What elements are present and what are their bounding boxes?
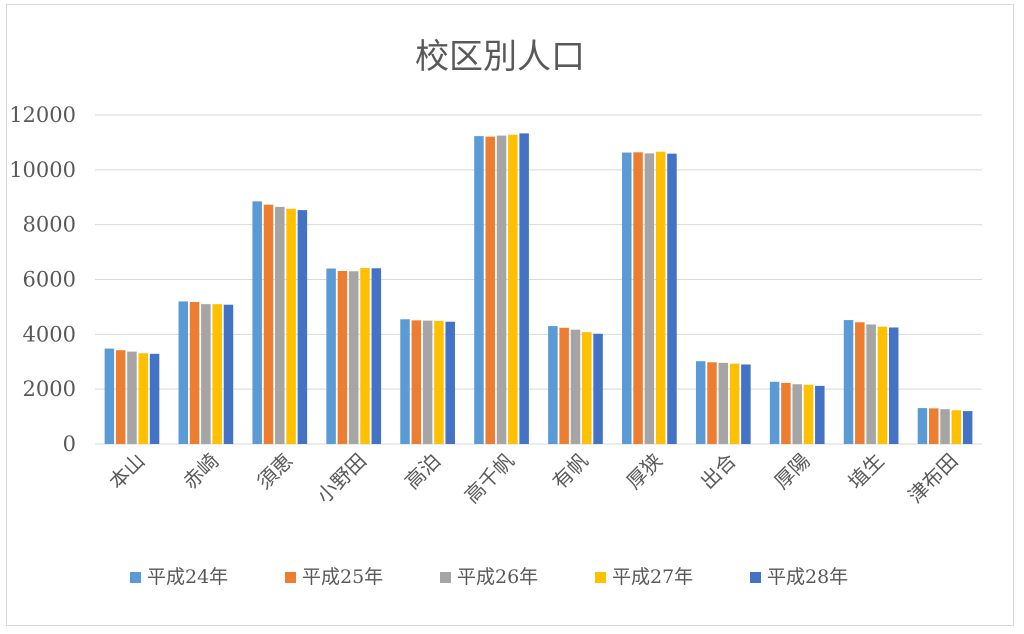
- bar: [843, 320, 854, 444]
- x-category-label: 有帆: [548, 449, 593, 494]
- bar: [422, 320, 433, 444]
- bar: [951, 410, 962, 444]
- bar: [297, 210, 308, 444]
- bar: [252, 201, 262, 444]
- legend-swatch: [440, 572, 451, 583]
- bars: [104, 133, 973, 445]
- bar: [548, 326, 558, 444]
- bar: [326, 268, 336, 444]
- bar: [508, 134, 518, 445]
- bar: [485, 136, 495, 444]
- legend-swatch: [750, 572, 761, 583]
- x-category-label: 赤崎: [178, 449, 223, 494]
- bar: [570, 329, 581, 444]
- bar: [559, 327, 569, 444]
- bar: [741, 364, 751, 444]
- bar: [411, 320, 422, 444]
- legend-swatch: [285, 572, 296, 583]
- bar: [201, 304, 211, 444]
- bar: [582, 332, 592, 444]
- bar: [917, 408, 928, 444]
- bar: [212, 304, 222, 444]
- x-category-label: 高泊: [400, 449, 445, 494]
- x-category-label: 須恵: [252, 449, 297, 494]
- bar: [866, 324, 876, 444]
- bar: [792, 384, 802, 444]
- y-tick-label: 2000: [23, 377, 76, 401]
- bar: [178, 301, 189, 444]
- legend-label: 平成24年: [147, 566, 228, 588]
- x-category-label: 小野田: [312, 449, 371, 508]
- bar: [940, 409, 950, 444]
- legend: 平成24年 平成25年 平成26年 平成27年 平成28年: [130, 566, 848, 588]
- bar: [962, 411, 973, 444]
- bar: [593, 333, 603, 444]
- y-tick-label: 4000: [23, 322, 76, 346]
- legend-label: 平成28年: [767, 566, 848, 588]
- legend-label: 平成26年: [457, 566, 538, 588]
- bar: [275, 206, 285, 444]
- legend-label: 平成25年: [302, 566, 383, 588]
- y-axis-ticks: 0 2000 4000 6000 8000 10000 12000: [9, 103, 76, 456]
- x-category-label: 津布田: [903, 449, 962, 508]
- legend-swatch: [130, 572, 141, 583]
- bar: [149, 353, 160, 444]
- bar: [371, 268, 382, 444]
- y-tick-label: 0: [63, 432, 76, 456]
- bar: [263, 204, 274, 444]
- bar: [400, 319, 410, 444]
- bar: [138, 353, 149, 444]
- bar: [707, 362, 717, 444]
- bar: [888, 327, 899, 444]
- bar: [655, 151, 666, 444]
- legend-label: 平成27年: [612, 566, 693, 588]
- legend-swatch: [595, 572, 606, 583]
- bar: [781, 382, 791, 444]
- x-category-label: 高千帆: [460, 449, 519, 508]
- x-category-label: 本山: [104, 449, 149, 494]
- bar: [622, 152, 632, 444]
- bar: [337, 271, 348, 444]
- bar: [360, 267, 370, 444]
- bar: [729, 363, 740, 444]
- x-axis-categories: 本山 赤崎 須恵 小野田 高泊 高千帆 有帆 厚狭 出合 厚陽 埴生 津布田: [104, 449, 962, 508]
- x-category-label: 厚陽: [769, 449, 814, 494]
- bar: [474, 136, 484, 444]
- bar: [803, 384, 814, 444]
- bar: [223, 304, 234, 444]
- bar: [104, 348, 115, 444]
- bar: [445, 321, 455, 444]
- bar: [644, 153, 655, 444]
- bar: [286, 208, 296, 444]
- bar: [496, 135, 507, 444]
- y-tick-label: 8000: [23, 213, 76, 237]
- bar: [769, 381, 780, 444]
- bar: [434, 320, 444, 444]
- bar: [189, 301, 200, 444]
- bar: [718, 362, 729, 444]
- x-category-label: 厚狭: [622, 449, 667, 494]
- gridlines: [95, 114, 982, 445]
- x-category-label: 埴生: [843, 449, 888, 494]
- bar: [928, 408, 939, 444]
- bar: [519, 133, 529, 444]
- y-tick-label: 12000: [9, 103, 76, 127]
- y-tick-label: 6000: [23, 268, 76, 292]
- y-tick-label: 10000: [9, 158, 76, 182]
- bar: [633, 152, 643, 444]
- bar: [667, 153, 677, 444]
- chart-title: 校区別人口: [415, 37, 585, 77]
- bar: [695, 361, 706, 444]
- bar: [815, 385, 825, 444]
- bar: [855, 322, 865, 444]
- bar: [877, 326, 888, 444]
- bar: [115, 350, 126, 444]
- bar: [348, 271, 359, 444]
- bar: [127, 351, 137, 444]
- x-category-label: 出合: [696, 449, 741, 494]
